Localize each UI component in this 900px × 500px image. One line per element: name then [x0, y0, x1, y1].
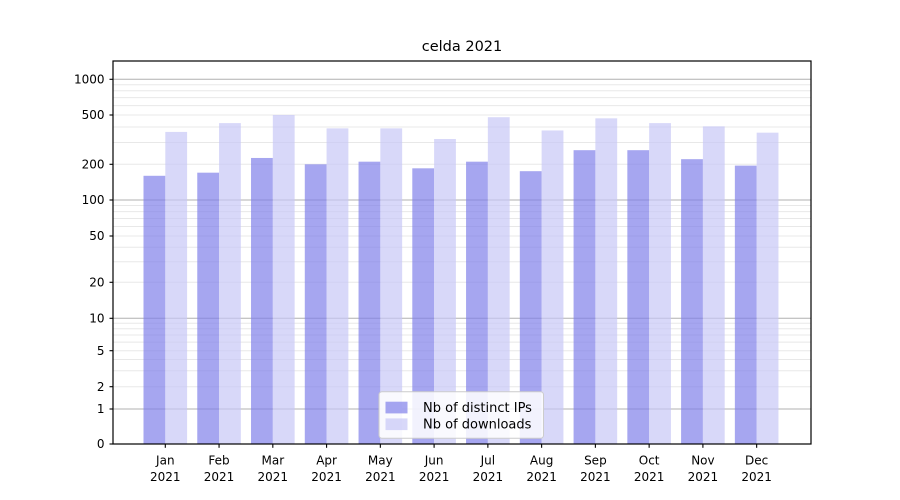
bar-distinct-ips — [304, 164, 327, 445]
y-tick-label: 0 — [97, 437, 105, 451]
legend-swatch-downloads — [385, 418, 408, 431]
bar-series — [143, 115, 779, 445]
x-tick-label-month: Jul — [480, 454, 495, 468]
y-tick-label: 5 — [97, 344, 105, 358]
x-tick-label-month: Mar — [261, 454, 284, 468]
legend-label-downloads: Nb of downloads — [423, 418, 532, 433]
x-tick-label-month: Feb — [208, 454, 229, 468]
y-tick-label: 2 — [97, 380, 105, 394]
y-tick-label: 500 — [82, 108, 105, 122]
x-tick-label-year: 2021 — [473, 470, 504, 484]
bar-downloads — [702, 126, 725, 444]
bar-downloads — [219, 123, 241, 444]
x-tick-label-month: Oct — [639, 454, 660, 468]
y-tick-label: 10 — [89, 312, 104, 326]
x-tick-label-month: Nov — [691, 454, 714, 468]
x-tick-label-month: Aug — [530, 454, 553, 468]
bar-distinct-ips — [573, 150, 596, 444]
bar-downloads — [165, 131, 188, 444]
legend-box — [378, 391, 544, 439]
x-tick-label-year: 2021 — [419, 470, 450, 484]
y-axis: 0 1 2 5 10 20 50 100 200 500 1000 — [74, 73, 113, 451]
y-tick-label: 20 — [89, 276, 104, 290]
x-tick-label-year: 2021 — [634, 470, 665, 484]
chart-title: celda 2021 — [422, 39, 503, 55]
bar-distinct-ips — [143, 175, 166, 444]
bar-distinct-ips — [466, 161, 488, 444]
x-tick-label-year: 2021 — [688, 470, 719, 484]
y-tick-label: 1000 — [74, 73, 105, 87]
x-tick-label-year: 2021 — [204, 470, 235, 484]
x-tick-label-month: Jun — [424, 454, 444, 468]
bar-distinct-ips — [627, 150, 650, 444]
x-tick-label-month: Dec — [745, 454, 768, 468]
x-tick-label-year: 2021 — [258, 470, 289, 484]
bar-distinct-ips — [519, 171, 542, 444]
x-tick-label-month: Apr — [316, 454, 337, 468]
legend-label-distinct-ips: Nb of distinct IPs — [423, 401, 532, 416]
x-tick-label-year: 2021 — [311, 470, 342, 484]
bar-distinct-ips — [681, 159, 703, 444]
x-tick-label-year: 2021 — [365, 470, 396, 484]
bar-downloads — [272, 115, 295, 444]
bar-downloads — [756, 132, 779, 444]
x-axis: Jan 2021 Feb 2021 Mar 2021 Apr 2021 May 2021 Jun 20… — [150, 444, 772, 484]
legend-swatch-distinct-ips — [385, 401, 408, 414]
bar-downloads — [326, 128, 349, 445]
plot-border — [112, 60, 812, 445]
x-tick-label-month: May — [368, 454, 393, 468]
bar-downloads — [541, 130, 564, 445]
y-tick-label: 50 — [89, 229, 104, 243]
x-tick-label-month: Jan — [155, 454, 175, 468]
bar-downloads — [380, 128, 403, 445]
bar-distinct-ips — [251, 157, 273, 444]
y-tick-label: 1 — [97, 402, 105, 416]
x-tick-label-month: Sep — [584, 454, 607, 468]
x-tick-label-year: 2021 — [150, 470, 181, 484]
x-tick-label-year: 2021 — [526, 470, 557, 484]
x-tick-label-year: 2021 — [580, 470, 611, 484]
bar-distinct-ips — [358, 161, 381, 444]
bar-distinct-ips — [734, 165, 757, 444]
bar-distinct-ips — [412, 168, 435, 444]
bar-downloads — [487, 117, 510, 444]
bar-downloads — [434, 139, 456, 445]
bar-downloads — [595, 118, 618, 445]
y-tick-label: 100 — [82, 193, 105, 207]
bar-downloads — [649, 123, 671, 444]
bar-distinct-ips — [197, 172, 220, 444]
y-tick-label: 200 — [82, 158, 105, 172]
legend: Nb of distinct IPs Nb of downloads — [378, 391, 544, 439]
x-tick-label-year: 2021 — [741, 470, 772, 484]
